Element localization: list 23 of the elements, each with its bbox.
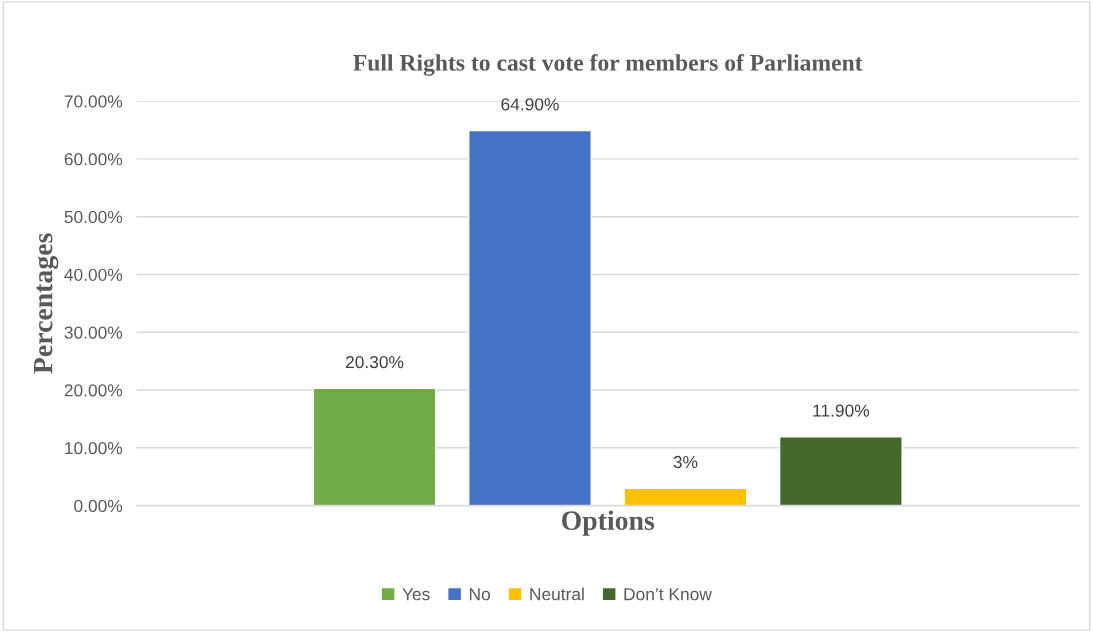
y-tick-label: 10.00% — [65, 441, 123, 455]
y-axis-title: Percentages — [33, 233, 59, 374]
legend-label: Neutral — [530, 587, 584, 601]
bar — [778, 436, 903, 506]
data-label: 3% — [673, 455, 698, 469]
legend-label: No — [469, 588, 490, 601]
y-tick-label: 20.00% — [64, 384, 123, 397]
data-label: 64.90% — [501, 98, 559, 111]
y-tick-label: 60.00% — [64, 153, 123, 166]
chart-title: Full Rights to cast vote for members of Parliament — [353, 53, 863, 76]
legend-label: Yes — [402, 588, 430, 601]
bar — [468, 129, 592, 506]
y-tick-label: 40.00% — [64, 268, 123, 281]
legend-label: Don’t Know — [624, 588, 712, 601]
bar — [623, 487, 748, 506]
bar — [312, 387, 437, 506]
y-tick-label: 30.00% — [64, 326, 123, 339]
y-tick-label: 0.00% — [74, 499, 123, 513]
data-label: 20.30% — [345, 355, 404, 369]
x-axis-title: Options — [561, 510, 655, 536]
y-tick-label: 50.00% — [64, 210, 123, 224]
y-tick-label: 70.00% — [64, 95, 123, 108]
data-label: 11.90% — [813, 404, 870, 417]
